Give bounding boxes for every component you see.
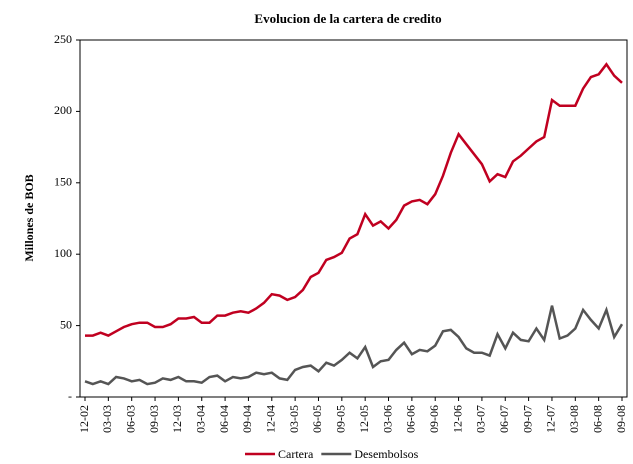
- x-tick-label: 12-02: [77, 405, 91, 433]
- x-tick-label: 09-05: [334, 405, 348, 433]
- line-series: [85, 62, 623, 337]
- legend-label: Cartera: [278, 447, 314, 461]
- plot-frame: [79, 39, 628, 398]
- x-tick-label: 03-07: [474, 405, 488, 433]
- x-tick-label: 09-07: [520, 405, 534, 433]
- x-tick-label: 03-05: [287, 405, 301, 433]
- y-tick-label: 150: [54, 175, 72, 189]
- x-tick-label: 09-03: [147, 405, 161, 433]
- y-tick-label: 250: [54, 32, 72, 46]
- chart-title: Evolucion de la cartera de credito: [254, 11, 441, 26]
- x-tick-label: 06-06: [404, 405, 418, 433]
- x-tick-label: 03-08: [567, 405, 581, 433]
- x-tick-label: 03-04: [193, 405, 207, 433]
- y-axis-label: Millones de BOB: [22, 174, 36, 261]
- x-tick-label: 12-04: [264, 405, 278, 433]
- y-tick-label: -: [68, 389, 72, 403]
- x-tick-label: 12-03: [170, 405, 184, 433]
- legend-label: Desembolsos: [354, 447, 418, 461]
- y-tick-label: 200: [54, 103, 72, 117]
- x-tick-label: 06-05: [310, 405, 324, 433]
- x-tick-label: 03-06: [380, 405, 394, 433]
- x-tick-label: 09-04: [240, 405, 254, 433]
- x-tick-label: 06-07: [497, 405, 511, 433]
- x-tick-label: 06-03: [123, 405, 137, 433]
- x-tick-label: 12-07: [544, 405, 558, 433]
- x-tick-label: 12-06: [450, 405, 464, 433]
- x-tick-label: 06-04: [217, 405, 231, 433]
- x-tick-label: 03-03: [100, 405, 114, 433]
- x-tick-label: 06-08: [590, 405, 604, 433]
- line-series: [84, 305, 624, 386]
- x-tick-label: 09-08: [614, 405, 628, 433]
- y-tick-label: 100: [54, 246, 72, 260]
- y-tick-label: 50: [60, 317, 72, 331]
- x-tick-label: 09-06: [427, 405, 441, 433]
- x-tick-label: 12-05: [357, 405, 371, 433]
